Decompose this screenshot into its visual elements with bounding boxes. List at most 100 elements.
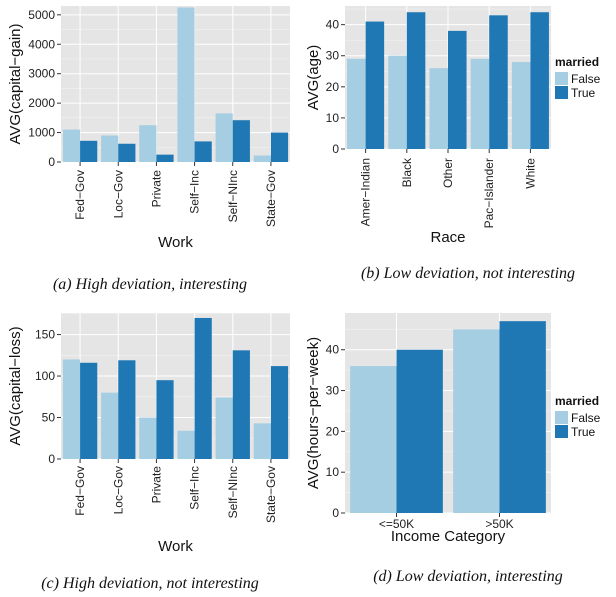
x-tick-label: Private <box>149 466 163 504</box>
y-tick-label: 0 <box>332 506 339 520</box>
bar-false-5 <box>253 423 271 459</box>
bar-false-0 <box>350 366 397 513</box>
x-tick-label: Self−NInc <box>226 170 240 222</box>
x-tick-label: Loc−Gov <box>111 466 125 514</box>
x-tick-label: Self−Inc <box>188 170 202 214</box>
y-tick-label: 10 <box>326 111 340 125</box>
y-tick-label: 1000 <box>28 126 55 140</box>
bar-false-2 <box>139 125 157 162</box>
bar-false-0 <box>62 359 81 459</box>
x-tick-label: Pac−Islander <box>482 158 496 228</box>
x-tick-label: Fed−Gov <box>73 466 87 516</box>
bar-false-0 <box>347 58 366 149</box>
bar-false-1 <box>101 135 119 162</box>
x-tick-label: Other <box>441 158 455 188</box>
bar-false-4 <box>215 397 233 459</box>
legend-label: True <box>571 86 596 100</box>
x-tick-label: Private <box>149 170 163 208</box>
x-tick-label: State−Gov <box>264 466 278 523</box>
x-tick-label: State−Gov <box>264 170 278 227</box>
y-tick-label: 50 <box>42 411 56 425</box>
y-tick-label: 40 <box>326 18 340 32</box>
chart-c: 0 50 100 150 Fed−Gov Loc−Gov Private Self−Inc Se… <box>7 313 290 592</box>
y-tick-label: 30 <box>326 49 340 63</box>
x-tick-label: White <box>523 158 537 189</box>
x-axis-title: Work <box>158 538 193 555</box>
bar-true-3 <box>194 141 212 162</box>
x-tick-label: <=50K <box>379 517 414 531</box>
x-axis-title: Income Category <box>391 528 506 545</box>
x-tick-label: Self−NInc <box>226 466 240 518</box>
y-tick-label: 0 <box>48 452 55 466</box>
x-tick-label: >50K <box>485 517 513 531</box>
bar-true-0 <box>80 140 98 162</box>
bar-false-2 <box>139 417 157 459</box>
y-tick-label: 20 <box>326 424 340 438</box>
bar-true-4 <box>530 12 549 149</box>
chart-b: 0 10 20 30 40 Amer−Indian Black Other Pac−Island… <box>305 6 601 282</box>
y-axis-title: AVG(hours−per−week) <box>305 337 322 489</box>
y-axis-title: AVG(capital−gain) <box>7 23 24 144</box>
legend-title: married <box>555 55 599 69</box>
bar-true-2 <box>156 154 174 162</box>
bar-true-1 <box>406 12 426 149</box>
caption: (b) Low deviation, not interesting <box>361 265 575 282</box>
bar-false-2 <box>429 68 448 149</box>
bar-true-0 <box>80 362 98 459</box>
bar-true-1 <box>118 143 136 162</box>
plot-panel <box>61 313 290 459</box>
y-tick-label: 3000 <box>28 67 55 81</box>
legend-key-false <box>555 411 568 424</box>
bar-true-1 <box>499 321 546 513</box>
y-tick-label: 100 <box>35 369 55 383</box>
plot-panel <box>61 6 290 162</box>
bar-false-4 <box>511 61 531 149</box>
x-tick-label: Self−Inc <box>188 466 202 510</box>
bar-true-0 <box>396 349 443 513</box>
bar-true-2 <box>448 30 467 149</box>
y-tick-label: 10 <box>326 465 340 479</box>
bar-true-4 <box>232 120 250 162</box>
y-tick-label: 0 <box>48 155 55 169</box>
legend-label: False <box>571 411 601 425</box>
y-axis-title: AVG(capital−loss) <box>7 326 24 445</box>
legend-label: False <box>571 72 601 86</box>
legend-label: True <box>571 425 596 439</box>
x-tick-label: Black <box>400 157 414 187</box>
bar-true-0 <box>365 21 385 149</box>
y-tick-label: 40 <box>326 343 340 357</box>
chart-a: 0 1000 2000 3000 4000 5000 Fed−Gov Loc−Gov Priva… <box>7 6 290 293</box>
y-tick-label: 4000 <box>28 37 55 51</box>
legend-key-true <box>555 425 568 438</box>
bar-false-3 <box>177 430 195 459</box>
legend-title: married <box>555 394 599 408</box>
bar-false-3 <box>470 58 490 149</box>
legend-key-false <box>555 72 568 85</box>
y-tick-label: 150 <box>35 328 55 342</box>
bar-true-2 <box>156 380 174 459</box>
x-tick-label: Amer−Indian <box>359 158 373 226</box>
caption: (d) Low deviation, interesting <box>373 568 563 585</box>
x-axis-title: Work <box>158 234 193 251</box>
bar-true-1 <box>118 360 136 459</box>
y-axis-title: AVG(age) <box>305 45 322 111</box>
bar-false-0 <box>62 129 81 162</box>
y-tick-label: 20 <box>326 80 340 94</box>
caption: (a) High deviation, interesting <box>53 276 247 293</box>
bar-true-5 <box>270 366 289 459</box>
x-axis-title: Race <box>430 229 465 246</box>
bar-false-1 <box>101 392 119 459</box>
y-tick-label: 5000 <box>28 8 55 22</box>
bar-true-3 <box>194 317 212 459</box>
bar-false-5 <box>253 155 271 162</box>
y-tick-label: 30 <box>326 384 340 398</box>
caption: (c) High deviation, not interesting <box>41 575 259 592</box>
bar-false-3 <box>177 7 195 163</box>
x-tick-label: Loc−Gov <box>111 170 125 218</box>
bar-false-1 <box>453 329 500 513</box>
bar-false-1 <box>388 55 407 149</box>
